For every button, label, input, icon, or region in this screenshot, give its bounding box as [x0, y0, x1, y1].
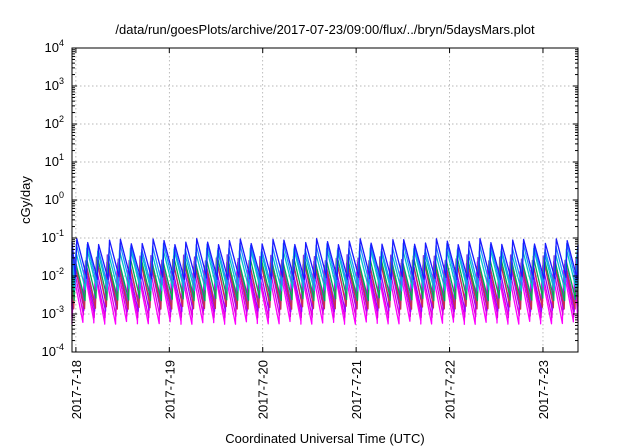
y-tick-label-exponent: -1	[56, 228, 64, 238]
x-tick-label: 2017-7-20	[256, 360, 271, 419]
y-tick-label-base: 10	[45, 116, 59, 131]
y-tick-label-base: 10	[45, 192, 59, 207]
y-tick-label: 102	[45, 114, 64, 131]
y-tick-label-base: 10	[42, 306, 56, 321]
y-tick-label-exponent: 0	[59, 190, 64, 200]
tick-layer: 10-410-310-210-11001011021031042017-7-18…	[42, 38, 578, 419]
series-line-1	[71, 269, 579, 325]
y-tick-label: 101	[45, 152, 64, 169]
x-tick-label: 2017-7-19	[162, 360, 177, 419]
x-tick-label: 2017-7-23	[536, 360, 551, 419]
series-line-6	[71, 255, 579, 302]
y-axis-label: cGy/day	[18, 176, 33, 224]
y-tick-label: 10-3	[42, 304, 64, 321]
x-tick-label: 2017-7-21	[349, 360, 364, 419]
x-axis-label: Coordinated Universal Time (UTC)	[225, 431, 424, 446]
y-tick-label-exponent: -4	[56, 342, 64, 352]
series-line-9	[71, 237, 579, 281]
y-tick-label-exponent: 4	[59, 38, 64, 48]
series-line-3	[71, 260, 579, 313]
y-tick-label: 10-2	[42, 266, 64, 283]
x-tick-label: 2017-7-18	[69, 360, 84, 419]
series-layer	[71, 237, 579, 325]
y-tick-label: 100	[45, 190, 64, 207]
y-tick-label-exponent: -2	[56, 266, 64, 276]
y-tick-label: 10-4	[42, 342, 64, 359]
y-tick-label-exponent: -3	[56, 304, 64, 314]
series-line-5	[71, 259, 579, 310]
y-tick-label-exponent: 3	[59, 76, 64, 86]
y-tick-label-base: 10	[42, 344, 56, 359]
y-tick-label-base: 10	[45, 154, 59, 169]
y-tick-label-base: 10	[42, 230, 56, 245]
y-tick-label: 104	[45, 38, 64, 55]
chart-title: /data/run/goesPlots/archive/2017-07-23/0…	[115, 22, 535, 37]
y-tick-label-exponent: 2	[59, 114, 64, 124]
y-tick-label-base: 10	[45, 40, 59, 55]
y-tick-label: 103	[45, 76, 64, 93]
series-line-7	[71, 247, 579, 292]
series-line-2	[71, 265, 579, 319]
y-tick-label-exponent: 1	[59, 152, 64, 162]
y-tick-label-base: 10	[45, 78, 59, 93]
y-tick-label: 10-1	[42, 228, 64, 245]
x-tick-label: 2017-7-22	[443, 360, 458, 419]
y-tick-label-base: 10	[42, 268, 56, 283]
